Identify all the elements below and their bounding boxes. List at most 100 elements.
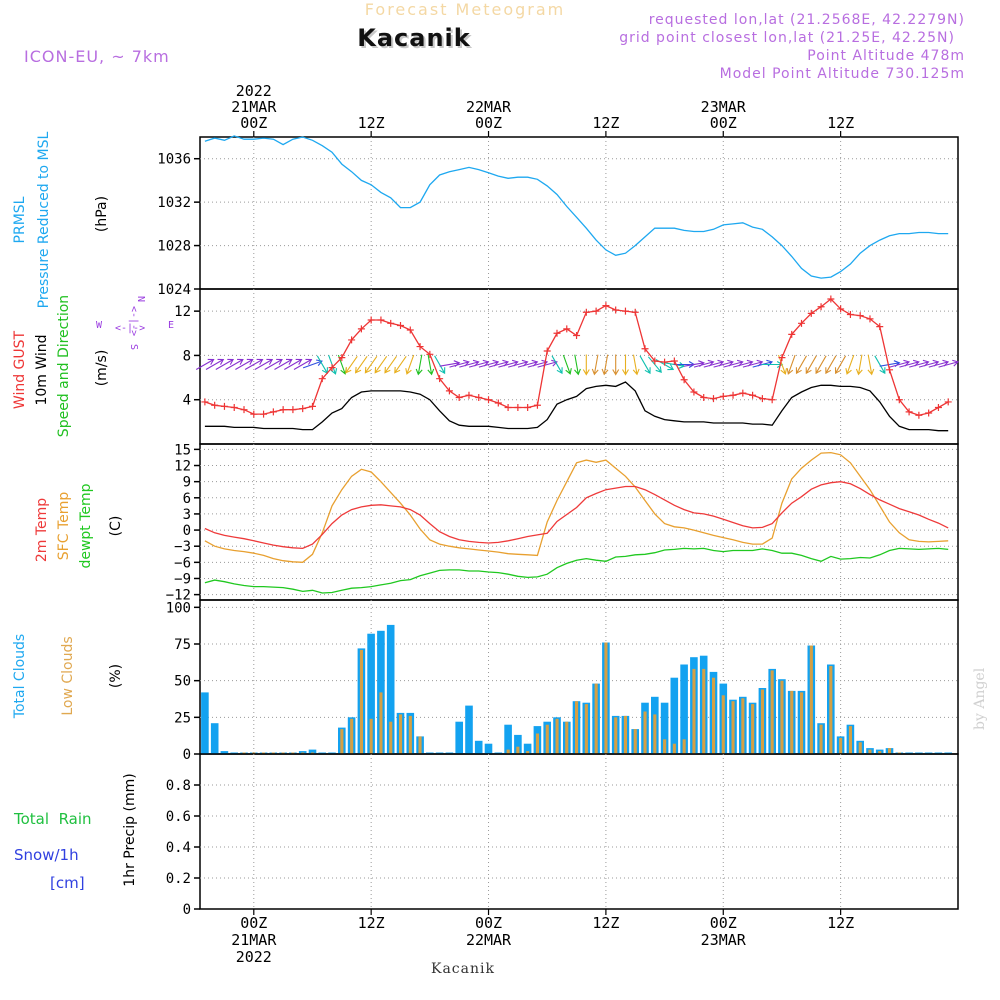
bottom-time-label: 12Z [358, 914, 385, 932]
y-tick-label: 12 [174, 304, 191, 320]
bottom-time-label: 12Z [592, 914, 619, 932]
panel-precip: 0 0.2 0.4 0.6 0.8 Total Rain Snow/1h [cm] 1h… [13, 753, 959, 918]
low-cloud-bar [604, 642, 608, 754]
low-cloud-bar [780, 680, 784, 754]
gust-marker [670, 357, 678, 365]
gust-marker [299, 405, 307, 413]
low-cloud-bar [506, 749, 510, 754]
gust-marker [837, 305, 845, 313]
wind-direction-arrow [235, 358, 254, 370]
gust-marker [778, 354, 786, 362]
gust-marker [915, 411, 923, 419]
gust-marker [387, 319, 395, 327]
total-cloud-bar [386, 624, 395, 754]
gust-marker [397, 322, 405, 330]
wind-direction-arrow [874, 355, 886, 375]
y-tick-label: −12 [166, 588, 191, 604]
wind-direction-arrow [795, 355, 807, 375]
y-tick-label: 0.6 [166, 809, 191, 825]
wind-gust-line [204, 298, 949, 416]
panel-clouds: 0 25 50 75 100 Total Clouds Low Clouds (%) [12, 599, 959, 763]
wind-direction-arrow [574, 354, 581, 376]
gust-marker [905, 408, 913, 416]
pressure-y-ticks: 1024 1028 1032 1036 [157, 152, 200, 298]
wind-dir-label: Speed and Direction [56, 295, 72, 437]
low-cloud-bar [692, 668, 696, 754]
low-cloud-bar [389, 721, 393, 754]
gust-marker [749, 391, 757, 399]
gust-marker [944, 398, 952, 406]
wind-direction-arrow [855, 354, 863, 376]
super-title: Forecast Meteogram [365, 0, 565, 19]
gust-marker [563, 325, 571, 333]
wind-direction-arrow [415, 354, 423, 376]
gust-marker [709, 395, 717, 403]
low-cloud-bar [839, 737, 843, 754]
total-cloud-bar [680, 664, 688, 754]
low-cloud-bar [760, 689, 764, 754]
low-cloud-bar [858, 742, 862, 754]
compass-e: E [168, 320, 174, 331]
gust-marker [211, 401, 219, 409]
gust-marker [279, 406, 287, 414]
y-tick-label: 15 [174, 442, 191, 458]
y-tick-label: −6 [174, 555, 191, 571]
gust-marker [269, 408, 277, 416]
wind-direction-arrow [647, 356, 662, 374]
wind-direction-arrow [394, 355, 407, 374]
y-tick-label: 0 [183, 523, 191, 539]
wind-direction-arrow [225, 358, 244, 370]
wind-direction-arrow [582, 354, 590, 376]
gust-marker [201, 398, 209, 406]
top-time-label: 00Z [710, 114, 737, 132]
temp-unit: (C) [108, 516, 124, 537]
total-cloud-bar [210, 723, 219, 754]
wind-direction-arrow [551, 355, 563, 375]
grid-point-coords: grid point closest lon,lat (21.25E, 42.2… [619, 30, 955, 46]
gust-marker [514, 403, 522, 411]
clouds-unit: (%) [108, 664, 124, 688]
low-cloud-bar [868, 749, 872, 754]
low-clouds-label: Low Clouds [60, 636, 76, 715]
top-time-label: 12Z [827, 114, 854, 132]
wind-direction-arrow [632, 354, 640, 376]
gust-marker [230, 403, 238, 411]
gust-marker [436, 375, 444, 383]
top-time-label: 22MAR [466, 98, 512, 116]
panel-wind-frame [199, 288, 959, 445]
total-cloud-bar [660, 702, 669, 754]
total-cloud-bar [523, 743, 532, 754]
wind-10m-line [204, 381, 949, 432]
compass-vert-arrow: <-|-> [128, 306, 139, 336]
precip-grid [200, 754, 958, 909]
snow-unit-label: [cm] [50, 874, 85, 892]
y-tick-label: 0.2 [166, 871, 191, 887]
top-time-label: 00Z [240, 114, 267, 132]
y-tick-label: 0.4 [166, 840, 191, 856]
low-cloud-bar [712, 677, 716, 754]
gust-marker [250, 410, 258, 418]
gust-marker [876, 323, 884, 331]
bottom-time-label: 00Z [710, 914, 737, 932]
wind-direction-arrow [354, 355, 368, 374]
low-cloud-bar [653, 714, 657, 754]
low-cloud-bar [555, 718, 559, 754]
gust-marker [494, 399, 502, 407]
y-tick-label: −9 [174, 571, 191, 587]
gust-marker [739, 389, 747, 397]
gust-marker [651, 357, 659, 365]
low-cloud-bar [340, 729, 344, 754]
wind-barbs [195, 354, 959, 376]
wind-direction-arrow [825, 355, 837, 375]
model-point-altitude: Model Point Altitude 730.125m [720, 66, 965, 82]
requested-coords: requested lon,lat (21.2568E, 42.2279N) [649, 12, 965, 28]
top-time-label: 21MAR [231, 98, 277, 116]
y-tick-label: −3 [174, 539, 191, 555]
wind-direction-arrow [345, 355, 358, 374]
wind-direction-arrow [562, 354, 572, 375]
gust-marker [260, 410, 268, 418]
low-cloud-bar [741, 698, 745, 754]
wind-unit: (m/s) [94, 350, 110, 387]
